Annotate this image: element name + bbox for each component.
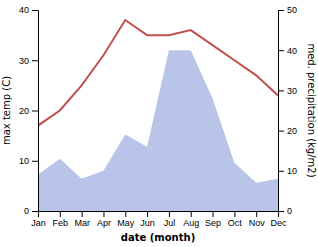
tick: 0 [24, 206, 38, 216]
tick-label: Aug [183, 218, 199, 228]
x-axis: Jan Feb Mar Apr May Jun Jul Aug Sep Oct Nov Dec [31, 211, 287, 228]
chart: JanFebMarAprMayJunJulAugSepOctNovDec0102… [0, 0, 318, 247]
tick: Nov [249, 211, 266, 228]
tick-mark [32, 211, 38, 212]
tick-mark [213, 211, 214, 217]
tick-mark [278, 50, 284, 51]
y2-axis-title: med. precipitation (kg/m2) [306, 43, 317, 177]
tick-mark [32, 60, 38, 61]
tick-label: May [117, 218, 135, 228]
tick-label: Feb [53, 218, 69, 228]
tick-label: 0 [287, 206, 292, 216]
tick-mark [32, 10, 38, 11]
tick-label: 10 [287, 166, 297, 176]
tick-mark [82, 211, 83, 217]
tick-label: 40 [19, 5, 29, 15]
area [38, 50, 278, 211]
tick-mark [278, 10, 284, 11]
tick-mark [278, 131, 284, 132]
tick-mark [234, 211, 235, 217]
tick-label: 40 [287, 46, 297, 56]
tick-mark [125, 211, 126, 217]
tick-label: Mar [74, 218, 90, 228]
y2-axis: 0 10 20 30 40 50 [278, 5, 297, 216]
tick-label: Dec [270, 218, 287, 228]
tick: 50 [278, 5, 297, 15]
tick: 30 [278, 86, 297, 96]
line [38, 20, 278, 126]
tick-label: Jan [31, 218, 46, 228]
marks [38, 20, 278, 211]
tick: 0 [278, 206, 292, 216]
tick-label: Sep [205, 218, 221, 228]
tick-mark [169, 211, 170, 217]
tick: Jul [164, 211, 176, 228]
x-axis-title: date (month) [121, 232, 195, 243]
y-axis: 0 10 20 30 40 [19, 5, 39, 216]
tick-mark [103, 211, 104, 217]
plot: JanFebMarAprMayJunJulAugSepOctNovDec0102… [19, 5, 297, 228]
tick-label: 20 [287, 126, 297, 136]
tick: Feb [53, 211, 69, 228]
tick-label: 50 [287, 5, 297, 15]
y-axis-title: max temp (C) [1, 76, 12, 145]
tick: 10 [19, 156, 38, 166]
tick-label: Nov [249, 218, 266, 228]
tick: May [117, 211, 135, 228]
axis-domain [279, 11, 285, 212]
tick-mark [278, 211, 284, 212]
tick: 20 [278, 126, 297, 136]
tick-label: 30 [287, 86, 297, 96]
tick-mark [278, 171, 284, 172]
tick: Mar [74, 211, 90, 228]
tick: Sep [205, 211, 221, 228]
tick: Jun [140, 211, 155, 228]
tick-label: 30 [19, 56, 29, 66]
tick-label: Jun [140, 218, 155, 228]
tick-mark [278, 90, 284, 91]
tick: Aug [183, 211, 199, 228]
tick-mark [60, 211, 61, 217]
tick: Dec [270, 211, 287, 228]
tick-mark [191, 211, 192, 217]
axis-domain [39, 212, 279, 218]
tick: 40 [19, 5, 38, 15]
tick-label: 20 [19, 106, 29, 116]
tick-label: 10 [19, 156, 29, 166]
chart-container: JanFebMarAprMayJunJulAugSepOctNovDec0102… [0, 0, 318, 247]
tick: Apr [97, 211, 111, 228]
tick-label: Jul [164, 218, 176, 228]
tick: Jan [31, 211, 46, 228]
tick-label: Oct [228, 218, 243, 228]
tick-mark [147, 211, 148, 217]
tick-label: Apr [97, 218, 111, 228]
tick-mark [256, 211, 257, 217]
tick: 40 [278, 46, 297, 56]
tick-mark [32, 161, 38, 162]
tick-label: 0 [24, 206, 29, 216]
tick-mark [32, 111, 38, 112]
tick: 10 [278, 166, 297, 176]
tick: Oct [228, 211, 243, 228]
tick: 20 [19, 106, 38, 116]
tick: 30 [19, 56, 38, 66]
axis-domain [32, 11, 39, 212]
